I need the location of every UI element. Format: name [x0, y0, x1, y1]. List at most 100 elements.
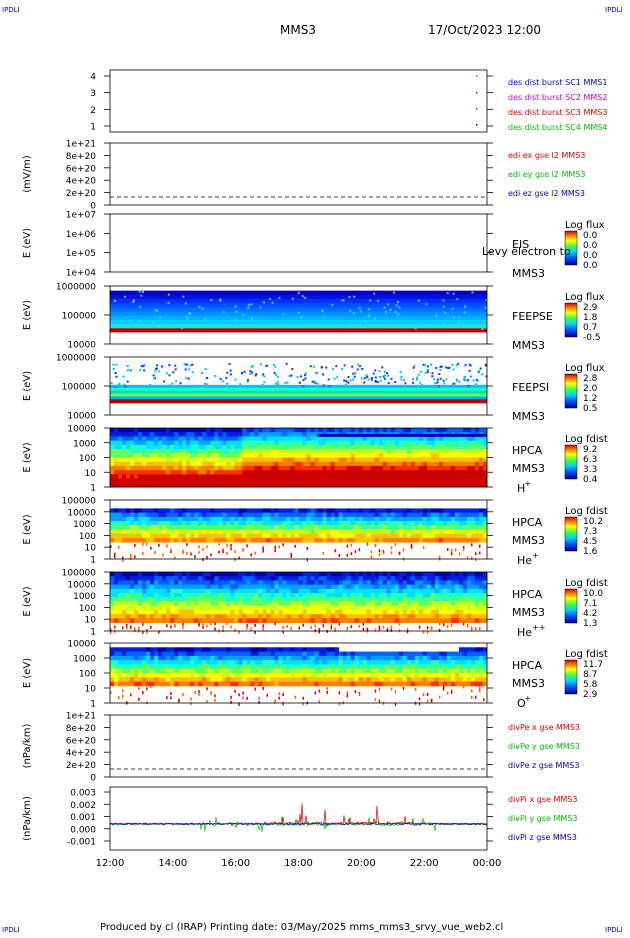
ytick-edi-e-2: 6e+20	[66, 164, 97, 174]
ytick-hpca-he-3: 100	[79, 532, 96, 542]
panel-burst: 4 3 2 1 des dist burst SC1 MMS1 des dist burs…	[90, 69, 607, 133]
corner-mark-top-right: IPDLI	[605, 6, 623, 14]
ytick-burst-3: 1	[90, 123, 96, 133]
ytick-hpca-o-4: 1	[90, 700, 96, 710]
corner-mark-top-left: IPDLI	[2, 6, 20, 14]
colorbar-feeps-i	[564, 373, 578, 409]
corner-mark-bottom-left: IPDLI	[2, 926, 20, 934]
species-label-hpca-o: O	[517, 697, 526, 710]
frame-burst	[109, 69, 488, 133]
colorbar-tick-feeps-e-1: 1.8	[583, 313, 598, 323]
ytick-burst-1: 3	[90, 89, 96, 99]
time-axis: 12:00 14:00 16:00 18:00 20:00 22:00 00:00	[96, 858, 502, 869]
ytick-hpca-hepp-2: 1000	[73, 592, 96, 602]
spectrogram-hpca-o	[110, 647, 488, 706]
ytick-divpi-4: -0.001	[67, 838, 96, 848]
corner-mark-bottom-right: IPDLI	[605, 926, 623, 934]
burst-mark-1	[476, 92, 478, 94]
colorbar-hpca-hepp	[564, 588, 578, 624]
ytick-hpca-he-5: 1	[90, 556, 96, 566]
colorbar-tick-feeps-e-3: -0.5	[583, 333, 601, 343]
instrument-label-hpca-o: HPCA	[512, 659, 543, 672]
ylabel-hpca-o: E (eV)	[22, 658, 33, 688]
ytick-hpca-hepp-0: 100000	[62, 569, 97, 579]
colorbar-tick-feeps-i-1: 2.0	[583, 384, 598, 394]
colorbar-hpca-o	[564, 659, 578, 695]
frame-hpca-hepp	[109, 571, 488, 632]
legend-edi-e-0: edi ex gse l2 MMS3	[508, 151, 585, 160]
frame-hpca-he	[109, 499, 488, 560]
colorbar-tick-hpca-h-1: 6.3	[583, 455, 597, 465]
ylabel-eis: E (eV)	[22, 228, 33, 258]
time-tick-1: 14:00	[158, 858, 187, 869]
ytick-feeps-e-1: 100000	[62, 312, 97, 322]
colorbar-tick-hpca-o-3: 2.9	[583, 690, 598, 700]
ytick-feeps-i-2: 10000	[67, 412, 96, 422]
legend-divpi-2: divPi z gse MMS3	[508, 833, 577, 842]
ytick-hpca-he-4: 10	[85, 544, 97, 554]
legend-edi-e-2: edi ez gse l2 MMS3	[508, 189, 585, 198]
colorbar-tick-hpca-he-2: 4.5	[583, 537, 597, 547]
colorbar-title-hpca-hepp: Log fdist	[565, 578, 608, 589]
spectrogram-hpca-hepp	[110, 572, 488, 634]
ytick-feeps-e-0: 1000000	[56, 283, 96, 293]
legend-divpi-1: divPi y gse MMS3	[508, 814, 577, 823]
ytick-hpca-h-4: 1	[90, 484, 96, 494]
frame-divpi	[109, 786, 488, 851]
instrument-label-hpca-hepp: HPCA	[512, 588, 543, 601]
species-charge-hpca-h: +	[525, 479, 532, 488]
mission-title: MMS3	[280, 23, 316, 37]
colorbar-title-hpca-o: Log fdist	[565, 649, 608, 660]
legend-burst-1: des dist burst SC2 MMS2	[508, 93, 607, 102]
ylabel-hpca-he: E (eV)	[22, 514, 33, 544]
ytick-edi-e-4: 2e+20	[66, 189, 97, 199]
legend-divpi-0: divPi x gse MMS3	[508, 795, 577, 804]
spacecraft-label-eis: MMS3	[512, 267, 545, 280]
colorbar-tick-eis-0: 0.0	[583, 231, 598, 241]
time-tick-6: 00:00	[473, 858, 502, 869]
ytick-hpca-o-0: 10000	[67, 640, 96, 650]
time-tick-0: 12:00	[96, 858, 125, 869]
frame-eis	[109, 213, 488, 273]
instrument-label-feeps-e: FEEPSE	[512, 310, 553, 323]
ylabel-hpca-hepp: E (eV)	[22, 586, 33, 616]
overlay-text-eis: Levy electron to	[482, 245, 571, 258]
ytick-hpca-o-1: 1000	[73, 655, 96, 665]
ytick-eis-3: 1e+04	[66, 269, 97, 279]
ytick-hpca-h-0: 10000	[67, 425, 96, 435]
ylabel-divpi: (nPa/km)	[22, 796, 33, 841]
spacecraft-label-hpca-o: MMS3	[512, 677, 545, 690]
species-label-hpca-hepp: He	[517, 626, 532, 639]
colorbar-feeps-e	[564, 302, 578, 338]
ytick-divpi-2: 0.001	[70, 813, 96, 823]
frame-divpe	[109, 714, 488, 778]
ytick-divpe-3: 4e+20	[66, 749, 97, 759]
ytick-divpe-5: 0	[90, 774, 96, 784]
ytick-hpca-o-2: 100	[79, 670, 96, 680]
legend-edi-e-1: edi ey gse l2 MMS3	[508, 170, 586, 179]
colorbar-tick-hpca-hepp-1: 7.1	[583, 599, 597, 609]
time-tick-4: 20:00	[347, 858, 376, 869]
instrument-label-feeps-i: FEEPSI	[512, 381, 549, 394]
spacecraft-label-hpca-he: MMS3	[512, 534, 545, 547]
ytick-divpe-1: 8e+20	[66, 724, 97, 734]
colorbar-tick-hpca-hepp-2: 4.2	[583, 609, 597, 619]
ylabel-feeps-i: E (eV)	[22, 371, 33, 401]
ytick-feeps-e-2: 10000	[67, 341, 96, 351]
time-tick-2: 16:00	[221, 858, 250, 869]
legend-burst-0: des dist burst SC1 MMS1	[508, 78, 607, 87]
spectrogram-feeps-e	[110, 290, 488, 333]
ytick-hpca-he-1: 10000	[67, 508, 96, 518]
ytick-edi-e-0: 1e+21	[66, 140, 96, 150]
date-title: 17/Oct/2023 12:00	[428, 23, 541, 37]
colorbar-eis	[564, 230, 578, 266]
legend-divpe-0: divPe x gse MMS3	[508, 723, 580, 732]
legend-divpe-2: divPe z gse MMS3	[508, 761, 579, 770]
ytick-eis-0: 1e+07	[66, 211, 96, 221]
colorbar-hpca-h	[564, 444, 578, 480]
